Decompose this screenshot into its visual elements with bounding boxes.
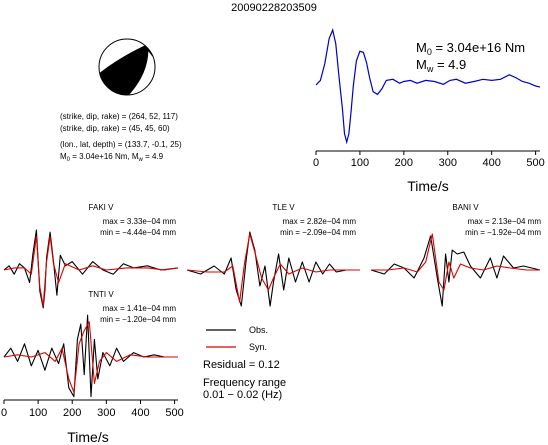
- legend: Obs. Syn. Residual = 0.12 Frequency rang…: [203, 325, 286, 401]
- waveform-x-tick-label: 500: [165, 407, 183, 419]
- observed-waveform: [370, 235, 541, 307]
- station-panel: FAKI V max = 3.33e−04 mm min = −4.44e−04 m…: [3, 203, 179, 309]
- legend-obs-label: Obs.: [249, 325, 268, 335]
- station-panel: TLE V max = 2.82e−04 mm min = −2.09e−04 mm: [186, 203, 360, 307]
- residual-label: Residual = 0.12: [203, 359, 280, 371]
- waveform-x-tick-label: 100: [29, 407, 47, 419]
- waveform-time-axis: 0 100 200 300 400 500 Time/s: [1, 399, 184, 445]
- stf-x-tick-label: 400: [483, 157, 501, 169]
- station-min-amplitude: min = −4.44e−04 mm: [100, 228, 176, 237]
- station-name: TLE V: [272, 203, 295, 212]
- station-min-amplitude: min = −1.20e−04 mm: [100, 315, 176, 324]
- waveform-x-axis-label: Time/s: [67, 429, 108, 445]
- observed-waveform: [3, 314, 178, 398]
- waveform-x-ticks: 0 100 200 300 400 500: [1, 400, 184, 419]
- station-min-amplitude: min = −2.09e−04 mm: [280, 228, 356, 237]
- stf-x-ticks: 0 100 200 300 400 500: [313, 151, 545, 169]
- waveform-x-tick-label: 400: [131, 407, 149, 419]
- station-max-amplitude: max = 2.13e−04 mm: [468, 217, 542, 226]
- synthetic-waveform: [3, 235, 179, 307]
- legend-syn-label: Syn.: [249, 342, 267, 352]
- station-name: FAKI V: [89, 203, 115, 212]
- station-max-amplitude: max = 1.41e−04 mm: [103, 304, 177, 313]
- source-time-function-panel: 0 100 200 300 400 500 M0 = 3.04e+16 Nm Mw = 4…: [313, 28, 545, 194]
- station-min-amplitude: min = −1.92e−04 mm: [465, 228, 541, 237]
- stf-series-line: [315, 28, 541, 145]
- station-panel: BANI V max = 2.13e−04 mm min = −1.92e−04 m…: [370, 203, 542, 307]
- frequency-range-title: Frequency range: [203, 377, 286, 389]
- stf-magnitude-label: Mw = 4.9: [416, 57, 466, 74]
- stf-x-tick-label: 300: [439, 157, 457, 169]
- stf-x-tick-label: 100: [351, 157, 369, 169]
- event-id-title: 20090228203509: [231, 2, 317, 14]
- synthetic-waveform: [371, 233, 540, 291]
- mechanism-info: (strike, dip, rake) = (264, 52, 117) (st…: [60, 112, 182, 163]
- observed-waveform: [186, 231, 360, 307]
- fault-plane-2: (strike, dip, rake) = (45, 45, 60): [60, 124, 170, 133]
- station-panel: TNTI V max = 1.41e−04 mm min = −1.20e−04 m…: [3, 290, 178, 398]
- synthetic-waveform: [186, 233, 360, 303]
- waveform-x-tick-label: 0: [1, 407, 7, 419]
- waveform-x-tick-label: 300: [97, 407, 115, 419]
- stf-x-axis-label: Time/s: [407, 178, 448, 194]
- stf-x-tick-label: 0: [313, 157, 319, 169]
- station-max-amplitude: max = 3.33e−04 mm: [103, 217, 177, 226]
- station-max-amplitude: max = 2.82e−04 mm: [283, 217, 357, 226]
- event-location: (lon., lat, depth) = (133.7, -0.1, 25): [60, 140, 182, 149]
- station-name: BANI V: [452, 203, 479, 212]
- stf-x-tick-label: 200: [395, 157, 413, 169]
- station-waveforms: FAKI V max = 3.33e−04 mm min = −4.44e−04 m…: [3, 203, 542, 398]
- frequency-range-value: 0.01 − 0.02 (Hz): [203, 389, 282, 401]
- focal-mechanism-beachball: [98, 38, 156, 96]
- stf-x-tick-label: 500: [526, 157, 544, 169]
- waveform-x-tick-label: 200: [63, 407, 81, 419]
- moment-magnitude-line: M0 = 3.04e+16 Nm, Mw = 4.9: [60, 152, 164, 163]
- station-name: TNTI V: [88, 290, 114, 299]
- stf-moment-label: M0 = 3.04e+16 Nm: [416, 40, 525, 57]
- synthetic-waveform: [3, 321, 178, 393]
- fault-plane-1: (strike, dip, rake) = (264, 52, 117): [60, 112, 178, 121]
